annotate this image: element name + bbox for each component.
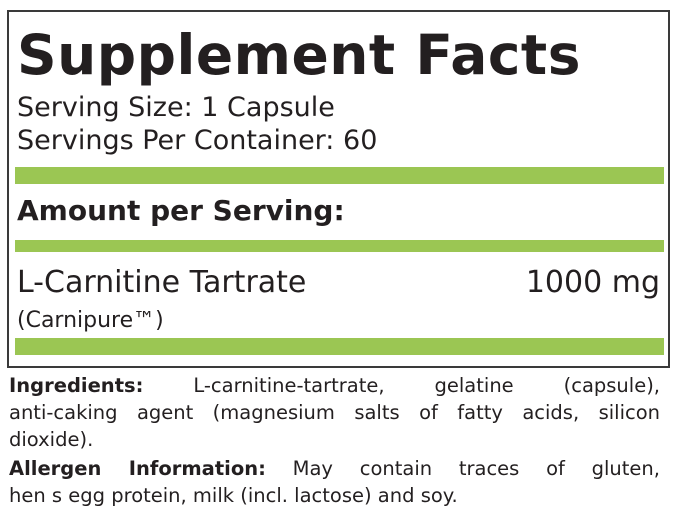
ingredient-name: L-Carnitine Tartrate bbox=[17, 265, 307, 300]
allergen-label: Allergen Information: bbox=[9, 457, 266, 480]
supplement-facts-panel: Supplement Facts Serving Size: 1 Capsule… bbox=[7, 10, 670, 368]
ingredients-text: L-carnitine-tartrate, gelatine (capsule)… bbox=[193, 374, 661, 397]
allergen-section: Allergen Information: May contain traces… bbox=[9, 455, 660, 509]
ingredient-subname: (Carnipure™) bbox=[17, 308, 164, 333]
allergen-text: hen s egg protein, milk (incl. lactose) … bbox=[9, 484, 458, 507]
divider-bar bbox=[15, 167, 664, 184]
divider-bar bbox=[15, 338, 664, 355]
ingredients-section: Ingredients: L-carnitine-tartrate, gelat… bbox=[9, 372, 660, 453]
divider-bar bbox=[15, 240, 664, 252]
servings-per-container: Servings Per Container: 60 bbox=[17, 125, 377, 157]
ingredients-text: dioxide). bbox=[9, 428, 94, 451]
servings-per-container-value: 60 bbox=[343, 125, 378, 156]
allergen-text: May contain traces of gluten, bbox=[292, 457, 660, 480]
serving-size-label: Serving Size: bbox=[17, 92, 193, 123]
serving-size: Serving Size: 1 Capsule bbox=[17, 92, 335, 124]
ingredients-text: anti-caking agent (magnesium salts of fa… bbox=[9, 401, 660, 424]
servings-per-container-label: Servings Per Container: bbox=[17, 125, 335, 156]
ingredients-label: Ingredients: bbox=[9, 374, 144, 397]
amount-per-serving-heading: Amount per Serving: bbox=[17, 194, 345, 227]
serving-size-value: 1 Capsule bbox=[201, 92, 335, 123]
ingredient-amount: 1000 mg bbox=[525, 265, 660, 300]
panel-title: Supplement Facts bbox=[17, 23, 581, 87]
